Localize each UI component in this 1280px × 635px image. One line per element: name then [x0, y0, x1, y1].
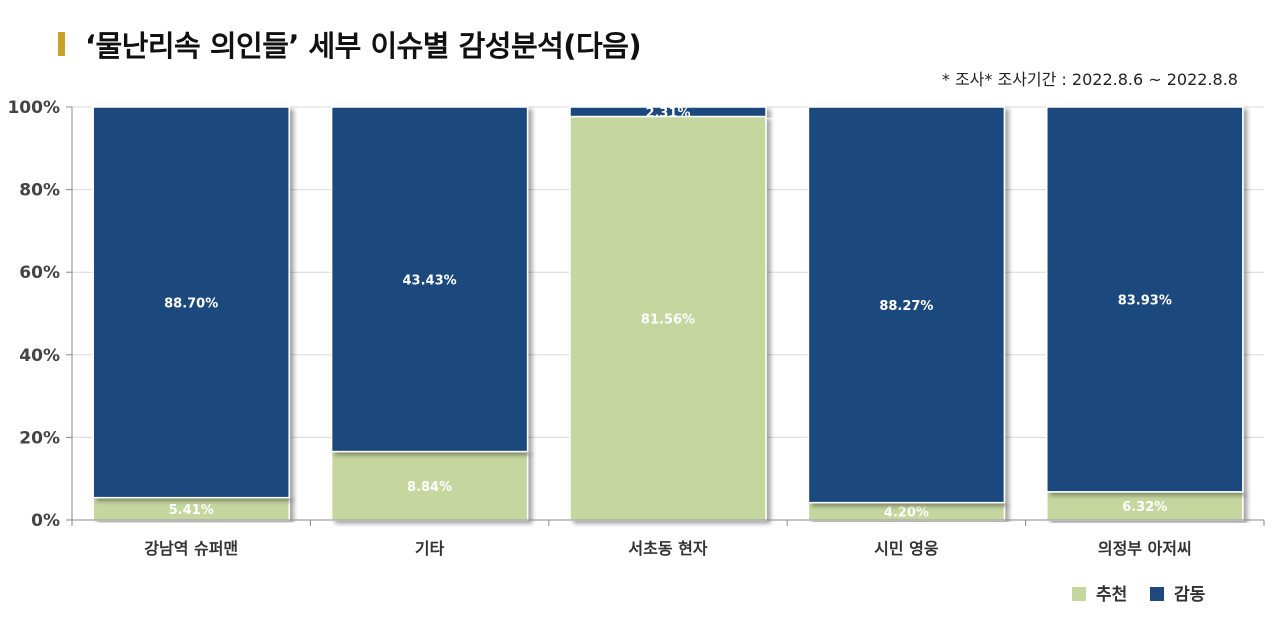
data-label: 8.84%: [407, 480, 452, 495]
y-tick-label: 80%: [19, 181, 60, 201]
axes: 0% 20% 40% 60% 80% 100% 강남역 슈퍼맨 기타 서초동 현자 시민 영웅 의정…: [7, 98, 1265, 558]
chart-title: ‘물난리속 의인들’ 세부 이슈별 감성분석(다음): [85, 29, 642, 63]
legend-label: 감동: [1174, 585, 1206, 605]
y-tick-label: 0%: [31, 511, 60, 531]
legend-swatch: [1072, 587, 1086, 601]
x-category-label: 의정부 아저씨: [1098, 539, 1192, 558]
x-category-label: 기타: [415, 539, 445, 558]
x-category-label: 서초동 현자: [628, 539, 707, 558]
bar-segment: [330, 106, 529, 453]
data-label: 83.93%: [1118, 293, 1172, 308]
bars: 5.41% 88.70% 8.84% 43.43% 81.56% 2.31% 4.20% 88…: [92, 106, 1244, 521]
data-label: 43.43%: [403, 273, 457, 288]
data-label: 88.70%: [164, 296, 218, 311]
y-tick-label: 100%: [7, 98, 60, 118]
title-row: ‘물난리속 의인들’ 세부 이슈별 감성분석(다음): [58, 22, 642, 66]
bar-segment: [569, 115, 767, 521]
data-label: 4.20%: [884, 505, 929, 520]
legend-swatch: [1150, 587, 1164, 601]
bar-segment: [569, 106, 767, 118]
x-category-label: 시민 영웅: [874, 539, 939, 558]
y-tick-label: 60%: [19, 263, 60, 283]
legend-label: 추천: [1096, 585, 1127, 605]
y-tick-label: 40%: [19, 346, 60, 366]
x-category-label: 강남역 슈퍼맨: [144, 539, 238, 558]
title-accent-bar: [58, 32, 65, 56]
survey-period-note: * 조사* 조사기간 : 2022.8.6 ~ 2022.8.8: [941, 70, 1238, 89]
y-tick-label: 20%: [19, 428, 60, 448]
bar-segment: [92, 106, 290, 499]
bar-segment: [1046, 106, 1244, 493]
data-label: 6.32%: [1122, 500, 1167, 515]
bar-segment: [807, 106, 1006, 504]
data-label: 81.56%: [641, 312, 695, 327]
bar-segment: [1046, 491, 1244, 521]
data-label: 2.31%: [645, 106, 690, 121]
data-label: 88.27%: [879, 299, 933, 314]
legend: 추천 감동: [1072, 585, 1206, 605]
data-label: 5.41%: [169, 503, 214, 518]
